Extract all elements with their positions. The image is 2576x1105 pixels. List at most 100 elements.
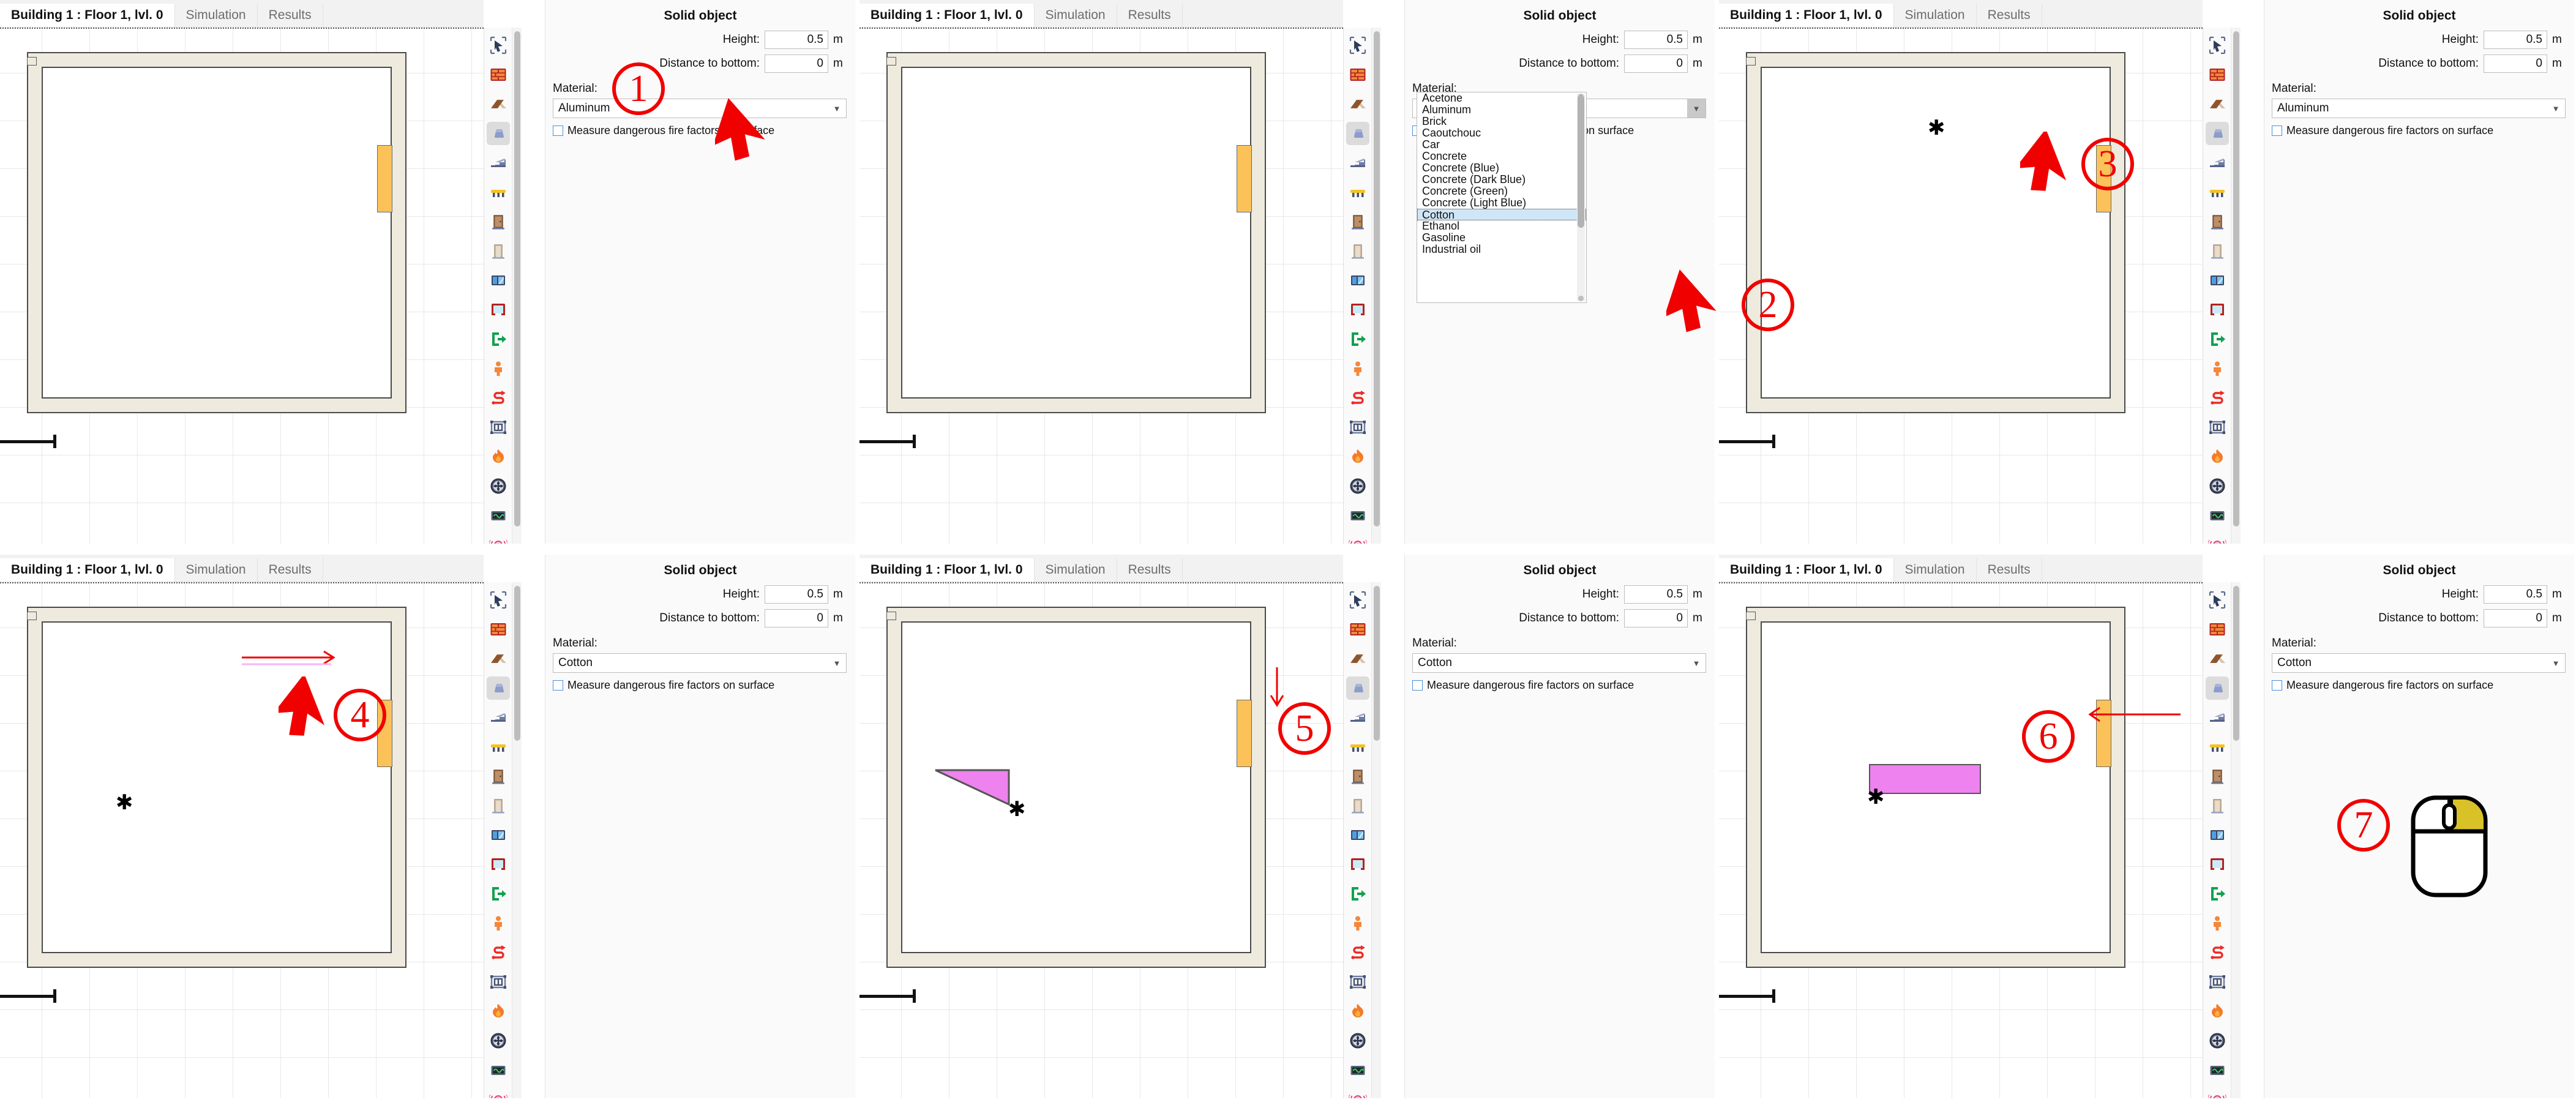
scroll-down-handle[interactable] — [1578, 296, 1584, 301]
person-tool[interactable] — [487, 912, 510, 935]
scroll-thumb[interactable] — [514, 586, 520, 741]
floor-plan-canvas[interactable]: ✱ — [859, 582, 1343, 1098]
distance-input[interactable]: 0 — [1624, 54, 1688, 73]
dropdown-option[interactable]: Cotton — [1417, 209, 1586, 220]
distance-input[interactable]: 0 — [1624, 609, 1688, 627]
opening-tool[interactable] — [2206, 853, 2229, 876]
solid-object-shape-preview[interactable] — [933, 764, 1086, 831]
door-tool[interactable] — [1346, 765, 1369, 788]
solid-object-shape[interactable] — [1869, 764, 1981, 794]
detector-tool[interactable] — [2206, 533, 2229, 544]
floor-plan-canvas[interactable]: ✱ — [1719, 582, 2203, 1098]
tab-building-1-floor-1-lvl-0[interactable]: Building 1 : Floor 1, lvl. 0 — [1719, 4, 1894, 27]
material-select[interactable]: Aluminum ▼ — [553, 99, 847, 118]
window-tool[interactable] — [2206, 823, 2229, 847]
wall-corner-node[interactable] — [27, 57, 37, 66]
door-opening[interactable] — [1237, 145, 1252, 212]
detector-tool[interactable] — [1346, 1088, 1369, 1098]
path-tool[interactable] — [1346, 941, 1369, 964]
sensor-tool[interactable] — [2206, 504, 2229, 527]
wall-tool[interactable] — [487, 63, 510, 86]
wall-tool[interactable] — [2206, 63, 2229, 86]
height-input[interactable]: 0.5 — [1624, 31, 1688, 49]
building-outer-wall[interactable] — [886, 52, 1266, 413]
select-tool[interactable] — [487, 34, 510, 57]
exit-tool[interactable] — [2206, 882, 2229, 905]
building-outer-wall[interactable] — [886, 607, 1266, 968]
stairs-tool[interactable] — [487, 151, 510, 174]
solid-object-properties-panel[interactable]: Solid object Height: 0.5 m Distance to botto… — [1404, 555, 1715, 1098]
fire-factors-checkbox[interactable] — [553, 125, 563, 136]
exit-tool[interactable] — [487, 882, 510, 905]
detector-tool[interactable] — [1346, 533, 1369, 544]
tab-simulation[interactable]: Simulation — [1893, 558, 1977, 582]
scroll-thumb[interactable] — [1578, 95, 1584, 228]
sensor-tool[interactable] — [487, 504, 510, 527]
canvas-vertical-scrollbar[interactable] — [2231, 28, 2241, 544]
fire-factors-checkbox[interactable] — [2272, 125, 2282, 136]
tab-simulation[interactable]: Simulation — [1034, 4, 1117, 27]
path-tool[interactable] — [487, 386, 510, 410]
exit-tool[interactable] — [487, 328, 510, 351]
canvas-vertical-scrollbar[interactable] — [1371, 582, 1381, 1098]
solid-object-properties-panel[interactable]: Solid object Height: 0.5 m Distance to botto… — [545, 0, 855, 544]
dropdown-option[interactable]: Concrete (Dark Blue) — [1422, 173, 1526, 185]
solid-object-tool[interactable] — [486, 122, 510, 145]
building-outer-wall[interactable] — [27, 607, 406, 968]
building-outer-wall[interactable] — [27, 52, 406, 413]
scroll-thumb[interactable] — [514, 31, 520, 527]
dropdown-option[interactable]: Brick — [1422, 115, 1447, 127]
material-dropdown-list[interactable]: Acetone Aluminum Brick Caoutchouc Car Concret… — [1417, 92, 1587, 303]
material-select[interactable]: Cotton ▼ — [2272, 653, 2566, 673]
table-tool[interactable] — [487, 181, 510, 204]
fire-factors-checkbox[interactable] — [2272, 680, 2282, 691]
zone-tool[interactable] — [2206, 970, 2229, 994]
tab-results[interactable]: Results — [257, 4, 323, 27]
tab-simulation[interactable]: Simulation — [174, 4, 258, 27]
floor-plan-canvas[interactable]: ✱ — [1719, 28, 2203, 544]
wall-tool[interactable] — [1346, 618, 1369, 641]
tool-palette[interactable] — [2203, 582, 2231, 1098]
roof-tool[interactable] — [2206, 92, 2229, 116]
fire-factors-checkbox-row[interactable]: Measure dangerous fire factors on surfac… — [1405, 673, 1715, 692]
path-tool[interactable] — [2206, 386, 2229, 410]
solid-object-tool[interactable] — [1346, 122, 1369, 145]
tool-palette[interactable] — [484, 582, 512, 1098]
fire-factors-checkbox-row[interactable]: Measure dangerous fire factors on surfac… — [545, 673, 855, 692]
solid-object-properties-panel[interactable]: Solid object Height: 0.5 m Distance to botto… — [2264, 0, 2574, 544]
zone-tool[interactable] — [487, 416, 510, 439]
door-tool[interactable] — [1346, 210, 1369, 233]
door-opening[interactable] — [1237, 700, 1252, 767]
stairs-tool[interactable] — [1346, 151, 1369, 174]
building-outer-wall[interactable] — [1746, 52, 2125, 413]
exit-tool[interactable] — [1346, 882, 1369, 905]
sensor-tool[interactable] — [1346, 504, 1369, 527]
solid-object-tool[interactable] — [2205, 676, 2229, 700]
dropdown-option[interactable]: Acetone — [1422, 92, 1463, 104]
distance-input[interactable]: 0 — [2484, 54, 2547, 73]
distance-input[interactable]: 0 — [2484, 609, 2547, 627]
detector-tool[interactable] — [487, 1088, 510, 1098]
select-tool[interactable] — [1346, 588, 1369, 612]
fan-tool[interactable] — [487, 474, 510, 498]
fire-factors-checkbox-row[interactable]: Measure dangerous fire factors on surfac… — [2264, 118, 2574, 138]
stairs-tool[interactable] — [1346, 706, 1369, 729]
sensor-tool[interactable] — [1346, 1058, 1369, 1082]
fire-factors-checkbox[interactable] — [553, 680, 563, 691]
solid-object-tool[interactable] — [2205, 122, 2229, 145]
table-tool[interactable] — [487, 735, 510, 759]
door-tool[interactable] — [487, 210, 510, 233]
dropdown-option[interactable]: Concrete — [1422, 150, 1467, 162]
path-tool[interactable] — [2206, 941, 2229, 964]
fire-tool[interactable] — [2206, 445, 2229, 468]
height-input[interactable]: 0.5 — [2484, 31, 2547, 49]
door-opening[interactable] — [377, 145, 392, 212]
wall-tool[interactable] — [1346, 63, 1369, 86]
door-opening[interactable] — [377, 700, 392, 767]
fire-tool[interactable] — [487, 1000, 510, 1023]
fan-tool[interactable] — [1346, 474, 1369, 498]
window-tool[interactable] — [1346, 269, 1369, 292]
roof-tool[interactable] — [1346, 647, 1369, 670]
tab-building-1-floor-1-lvl-0[interactable]: Building 1 : Floor 1, lvl. 0 — [0, 558, 175, 582]
tab-simulation[interactable]: Simulation — [1034, 558, 1117, 582]
